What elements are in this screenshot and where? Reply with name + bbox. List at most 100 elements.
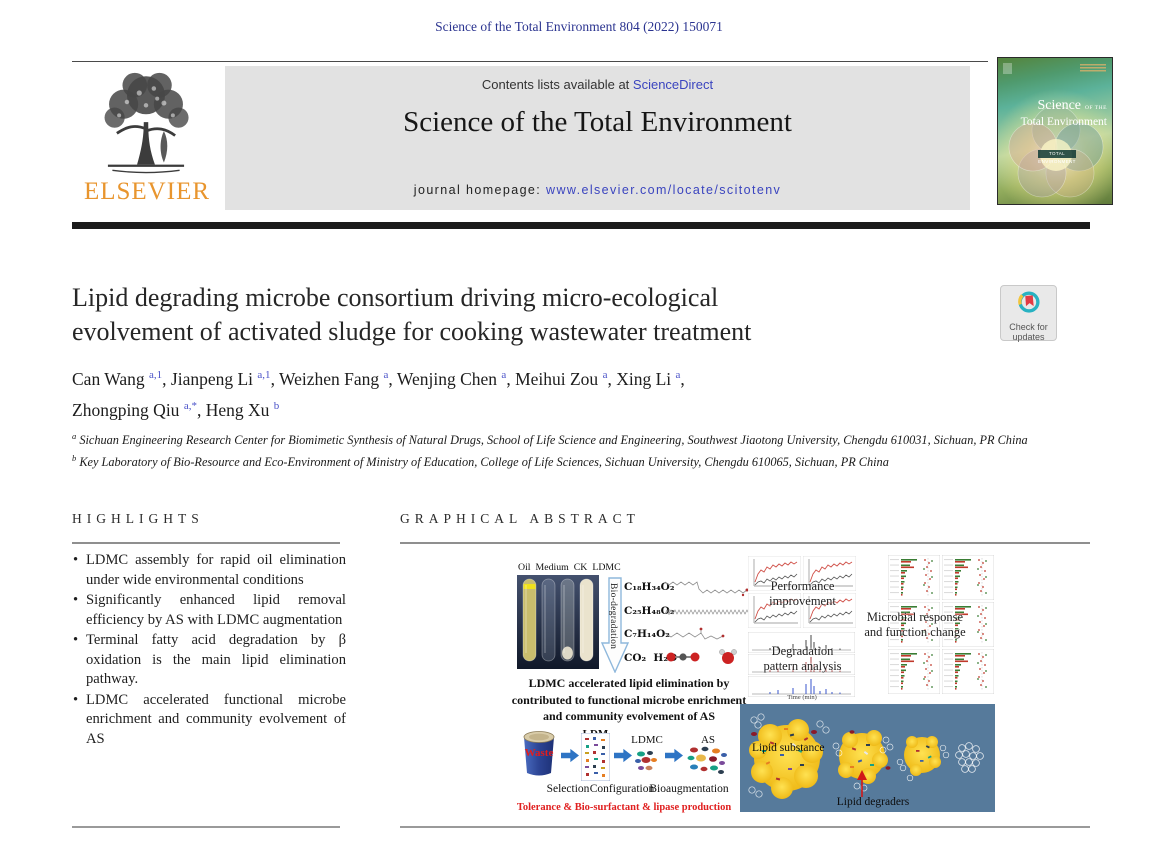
- author: Weizhen Fang a,: [279, 368, 397, 389]
- article-title-line1: Lipid degrading microbe consortium drivi…: [72, 283, 719, 312]
- biodegradation-arrow-label: Bio-degradation: [608, 583, 618, 650]
- bar-dot-panel: [942, 649, 994, 694]
- molecule-oleic-acid: [664, 581, 749, 597]
- affiliations: a Sichuan Engineering Research Center fo…: [72, 428, 1096, 471]
- author-list: Can Wang a,1, Jianpeng Li a,1, Weizhen F…: [72, 362, 902, 424]
- check-for-updates-badge[interactable]: Check for updates: [1000, 285, 1057, 342]
- stage-label-as: AS: [700, 734, 716, 746]
- graphical-abstract-bottom-rule: [400, 826, 1090, 828]
- journal-title: Science of the Total Environment: [403, 106, 792, 138]
- journal-cover-thumbnail[interactable]: Science OF THE Total Environment TOTAL E…: [997, 57, 1113, 205]
- homepage-prefix: journal homepage:: [413, 183, 547, 197]
- bar-dot-panel: [888, 555, 940, 600]
- author: Zhongping Qiu a,*,: [72, 399, 206, 420]
- ga-caption: LDMC accelerated lipid elimination by co…: [505, 675, 753, 725]
- journal-citation: Science of the Total Environment 804 (20…: [435, 19, 723, 34]
- degradation-overlay: Degradation pattern analysis: [763, 644, 842, 673]
- author-line-1: Can Wang a,1, Jianpeng Li a,1, Weizhen F…: [72, 362, 902, 393]
- author: Jianpeng Li a,1,: [170, 368, 279, 389]
- highlight-item: LDMC accelerated functional microbe enri…: [72, 691, 346, 750]
- microbial-overlay: Microbial response and function change: [864, 610, 966, 639]
- ga-caption-line1: LDMC accelerated lipid elimination by: [528, 676, 730, 690]
- molecule-h2o: [719, 649, 737, 664]
- molecule-long-chain: [664, 609, 750, 615]
- author: Meihui Zou a,: [515, 368, 617, 389]
- highlight-item: Significantly enhanced lipid removal eff…: [72, 591, 346, 630]
- elsevier-wordmark: ELSEVIER: [83, 178, 211, 205]
- homepage-url-link[interactable]: www.elsevier.com/locate/scitotenv: [546, 183, 782, 197]
- check-updates-icon: [1017, 291, 1040, 313]
- elsevier-tree-icon: [104, 72, 189, 174]
- highlight-item: Terminal fatty acid degradation by β oxi…: [72, 631, 346, 690]
- cover-title-small: OF THE: [1085, 105, 1107, 111]
- lipid-degradation-panel: Lipid substance Lipid degraders: [740, 704, 995, 812]
- author-line-2: Zhongping Qiu a,*, Heng Xu b: [72, 393, 902, 424]
- article-title-line2: evolvement of activated sludge for cooki…: [72, 317, 752, 346]
- cover-publisher-mark: [1003, 63, 1012, 74]
- stage-label-ldmc: LDMC: [631, 734, 663, 746]
- flow-arrow-1: [561, 748, 579, 763]
- article-title: Lipid degrading microbe consortium drivi…: [72, 281, 872, 349]
- elsevier-logo: ELSEVIER: [72, 66, 222, 210]
- waste-bucket-photo: [523, 731, 555, 776]
- biodegradation-arrow: Bio-degradation: [600, 577, 630, 674]
- top-rule: [72, 61, 988, 62]
- graphical-abstract-figure: Oil Medium CK LDMC: [505, 551, 995, 821]
- ldm-strain-panel: [581, 733, 610, 781]
- highlights-rule: [72, 542, 340, 544]
- lipid-degraders-label: Lipid degraders: [836, 796, 910, 808]
- journal-masthead: Contents lists available at ScienceDirec…: [225, 66, 970, 210]
- author: Wenjing Chen a,: [396, 368, 516, 389]
- sciencedirect-link[interactable]: ScienceDirect: [632, 77, 714, 92]
- bar-dot-panel: [888, 649, 940, 694]
- step-label-selection: Selection: [546, 783, 590, 795]
- activated-sludge-cluster: [687, 746, 727, 774]
- graphical-abstract-rule: [400, 542, 1090, 544]
- test-tubes-photo: [517, 575, 599, 669]
- step-label-bioaugmentation: Bioaugmentation: [649, 783, 729, 795]
- bar-dot-panel: [942, 555, 994, 600]
- highlights-bottom-rule: [72, 826, 340, 828]
- tube-label-oil: Oil: [518, 562, 531, 573]
- ga-caption-line2: contributed to functional microbe enrich…: [511, 692, 747, 707]
- masthead-divider-bar: [72, 222, 1090, 229]
- tolerance-note: Tolerance & Bio-surfactant & lipase prod…: [516, 802, 732, 813]
- lipid-blobs-art: [740, 704, 995, 812]
- formula-oleic: C₁₈H₃₄O₂: [624, 581, 675, 593]
- flow-arrow-2: [614, 748, 632, 763]
- tube-label-ck: CK: [573, 562, 588, 573]
- tube-labels: Oil Medium CK LDMC: [518, 562, 621, 573]
- check-updates-text: Check for updates: [1001, 322, 1056, 342]
- molecule-short-acid: [664, 627, 725, 640]
- cover-flower-art: [1008, 105, 1104, 198]
- author: Can Wang a,1,: [72, 368, 171, 389]
- highlights-heading: HIGHLIGHTS: [72, 511, 204, 526]
- formula-ester: C₂₅H₄₈O₂: [624, 605, 675, 617]
- ldmc-consortium-cluster: [635, 751, 657, 771]
- flow-arrow-3: [665, 748, 683, 763]
- down-arrow-outline: [600, 577, 630, 674]
- contents-prefix: Contents lists available at: [481, 77, 633, 92]
- cover-title: Science OF THE Total Environment: [1021, 98, 1107, 129]
- affiliation-a: a Sichuan Engineering Research Center fo…: [72, 431, 1028, 448]
- author: Heng Xu b: [205, 399, 280, 420]
- tube-label-ldmc: LDMC: [592, 562, 621, 573]
- cover-center-badge: TOTAL ENVIRONMENT: [1038, 150, 1076, 164]
- time-axis-label: Time (min): [787, 694, 817, 701]
- highlight-item: LDMC assembly for rapid oil elimination …: [72, 551, 346, 590]
- molecule-co2: [666, 652, 700, 662]
- performance-overlay: Performance improvement: [769, 579, 836, 608]
- check-updates-line2: updates: [1012, 332, 1045, 342]
- cover-title-word2: Total Environment: [1020, 116, 1107, 128]
- ga-caption-line3: and community evolvement of AS: [543, 709, 715, 723]
- highlights-list: LDMC assembly for rapid oil elimination …: [72, 551, 346, 750]
- step-label-configuration: Configuration: [589, 783, 655, 795]
- formula-short: C₇H₁₄O₂: [624, 628, 670, 640]
- graphical-abstract-heading: GRAPHICAL ABSTRACT: [400, 511, 640, 526]
- lipid-substance-label: Lipid substance: [752, 742, 825, 754]
- formula-co2: CO₂: [624, 652, 647, 664]
- affiliation-b: b Key Laboratory of Bio-Resource and Eco…: [72, 452, 889, 469]
- check-updates-line1: Check for: [1009, 322, 1048, 332]
- cover-editors-text: [1080, 64, 1106, 73]
